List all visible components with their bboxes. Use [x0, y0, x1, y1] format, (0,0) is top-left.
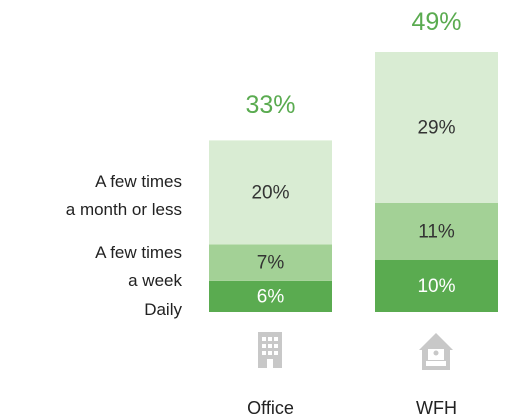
home-icon — [419, 333, 453, 370]
office-icon — [258, 332, 282, 368]
value-label: 11% — [418, 221, 455, 242]
category-label: Office — [247, 398, 294, 418]
value-label: 29% — [417, 117, 455, 138]
value-label: 6% — [257, 286, 285, 307]
value-label: 10% — [417, 276, 455, 297]
bar-segment — [375, 202, 498, 260]
legend-label: A few times a month or less — [65, 172, 182, 220]
value-label: 7% — [257, 253, 285, 274]
legend-label: Daily — [144, 300, 182, 320]
category-label: WFH — [416, 398, 457, 418]
bar-segment — [209, 280, 332, 312]
bar-segment — [209, 140, 332, 245]
bar-segment — [209, 244, 332, 281]
total-label: 33% — [245, 91, 295, 119]
bar-segment — [375, 52, 498, 203]
legend-label: A few times a week — [95, 242, 182, 290]
total-label: 49% — [411, 8, 461, 36]
bar-segment — [375, 260, 498, 312]
value-label: 20% — [251, 182, 289, 203]
